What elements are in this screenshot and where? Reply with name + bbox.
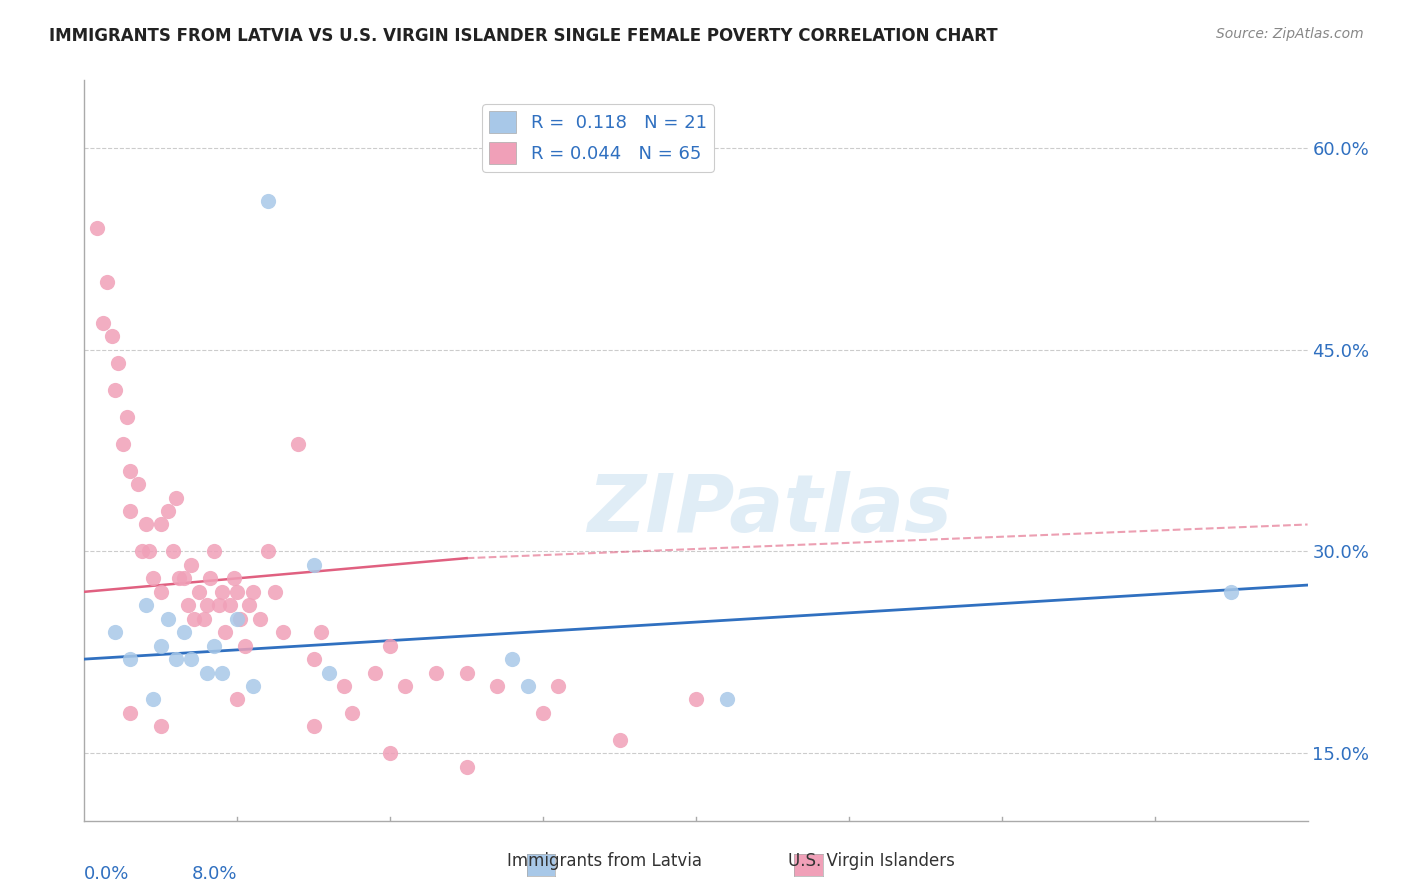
Point [486, 679, 509, 693]
Text: Immigrants from Latvia: Immigrants from Latvia [508, 852, 702, 870]
Point [318, 665, 340, 680]
Point [202, 639, 225, 653]
Point [242, 584, 264, 599]
Point [302, 558, 325, 572]
Point [115, 409, 138, 424]
Point [271, 625, 294, 640]
Point [302, 719, 325, 733]
Point [531, 706, 554, 720]
Point [162, 544, 184, 558]
Point [333, 679, 356, 693]
Point [302, 652, 325, 666]
Point [198, 571, 221, 585]
Point [609, 732, 631, 747]
Point [142, 692, 165, 706]
Point [149, 517, 172, 532]
Point [120, 706, 142, 720]
Point [502, 652, 524, 666]
Point [180, 652, 202, 666]
Point [224, 571, 246, 585]
Point [193, 612, 215, 626]
Text: U.S. Virgin Islanders: U.S. Virgin Islanders [789, 852, 955, 870]
Point [173, 625, 195, 640]
Point [456, 760, 478, 774]
Point [394, 679, 416, 693]
Point [183, 612, 205, 626]
Point [456, 665, 478, 680]
Point [242, 679, 264, 693]
Point [86, 221, 108, 235]
Point [226, 584, 249, 599]
Point [685, 692, 707, 706]
Text: ZIPatlas: ZIPatlas [586, 471, 952, 549]
Point [104, 625, 127, 640]
Point [195, 665, 218, 680]
Point [120, 652, 142, 666]
Point [340, 706, 363, 720]
Point [257, 194, 280, 209]
Point [135, 599, 157, 613]
Point [214, 625, 236, 640]
Point [149, 719, 172, 733]
Point [516, 679, 538, 693]
Point [131, 544, 153, 558]
Point [157, 504, 180, 518]
Point [238, 599, 260, 613]
Point [226, 692, 249, 706]
Point [167, 571, 190, 585]
Point [425, 665, 447, 680]
Point [364, 665, 387, 680]
Point [218, 599, 240, 613]
Point [165, 491, 187, 505]
Point [111, 436, 134, 450]
Point [287, 436, 309, 450]
Point [165, 652, 187, 666]
Point [157, 612, 180, 626]
Point [229, 612, 252, 626]
Point [311, 625, 333, 640]
Point [120, 464, 142, 478]
Point [1220, 584, 1243, 599]
Point [180, 558, 202, 572]
Point [142, 571, 165, 585]
Point [173, 571, 195, 585]
Point [233, 639, 256, 653]
Legend: R =  0.118   N = 21, R = 0.044   N = 65: R = 0.118 N = 21, R = 0.044 N = 65 [482, 104, 714, 171]
Point [547, 679, 569, 693]
Point [138, 544, 160, 558]
Point [249, 612, 271, 626]
Text: Source: ZipAtlas.com: Source: ZipAtlas.com [1216, 27, 1364, 41]
Point [96, 275, 118, 289]
Point [120, 504, 142, 518]
Point [716, 692, 738, 706]
Point [380, 747, 402, 761]
Point [208, 599, 231, 613]
Point [91, 316, 114, 330]
Point [202, 544, 225, 558]
Point [127, 477, 149, 491]
Point [195, 599, 218, 613]
Text: 0.0%: 0.0% [84, 865, 129, 883]
Point [149, 584, 172, 599]
Text: 8.0%: 8.0% [191, 865, 238, 883]
Point [257, 544, 280, 558]
Point [135, 517, 157, 532]
Point [380, 639, 402, 653]
Text: IMMIGRANTS FROM LATVIA VS U.S. VIRGIN ISLANDER SINGLE FEMALE POVERTY CORRELATION: IMMIGRANTS FROM LATVIA VS U.S. VIRGIN IS… [49, 27, 998, 45]
Point [211, 665, 233, 680]
Point [264, 584, 287, 599]
Point [101, 329, 124, 343]
Point [211, 584, 233, 599]
Point [177, 599, 200, 613]
Point [188, 584, 211, 599]
Point [149, 639, 172, 653]
Point [104, 383, 127, 397]
Point [226, 612, 249, 626]
Point [107, 356, 129, 370]
